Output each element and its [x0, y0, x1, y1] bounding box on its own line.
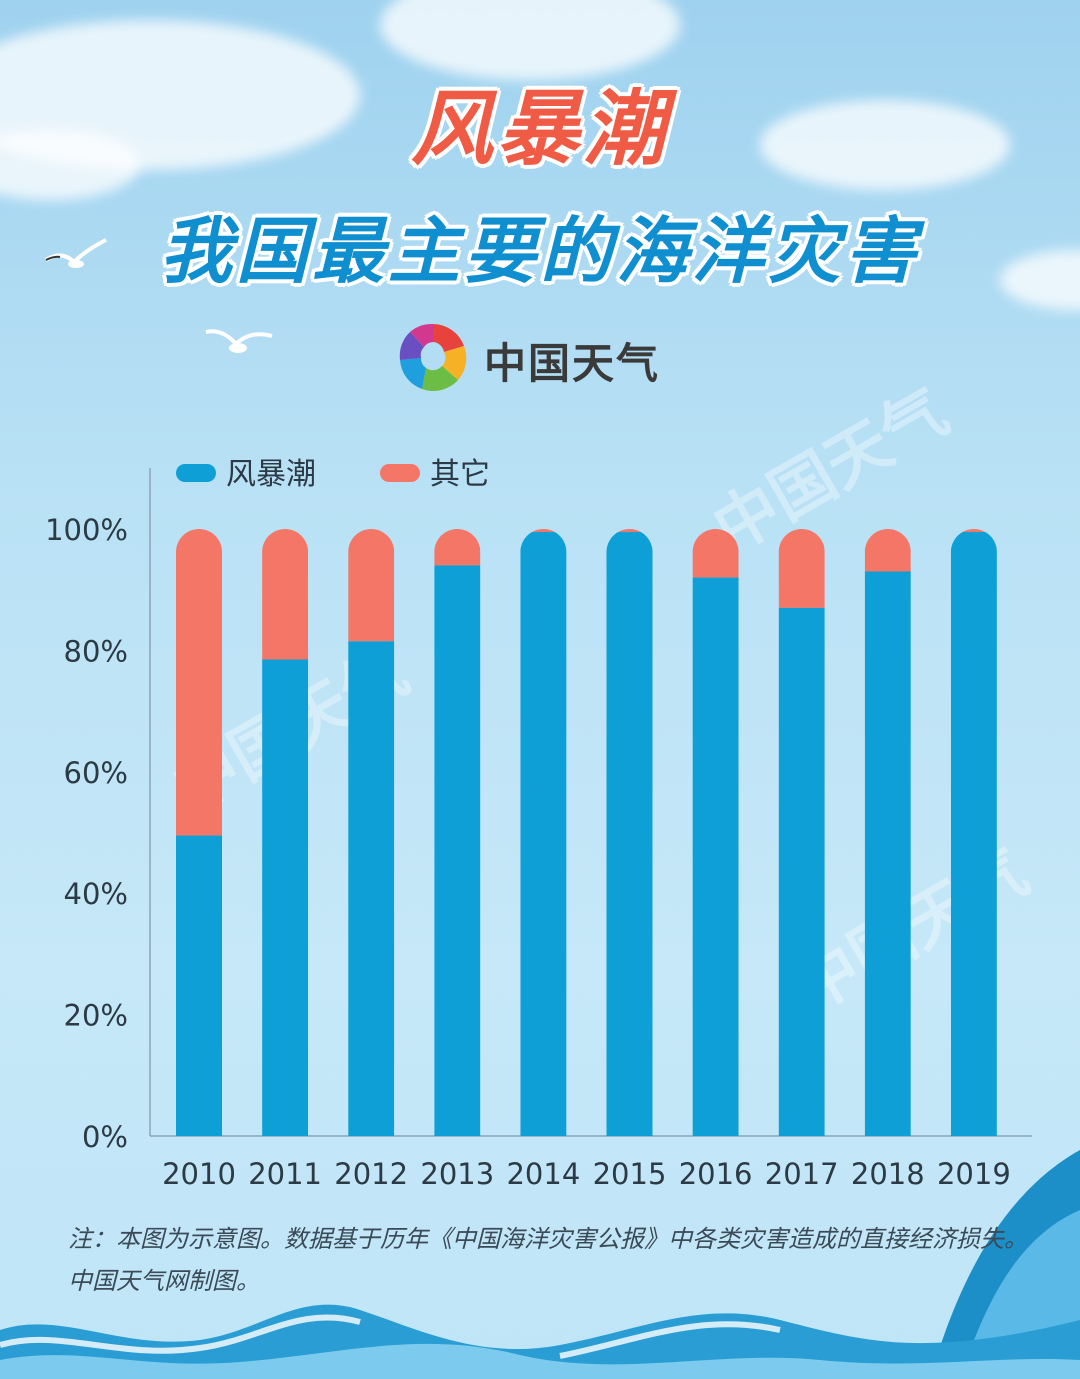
legend-swatch-storm-surge	[176, 464, 216, 482]
bar-other-2015	[606, 529, 653, 533]
x-tick-label: 2012	[334, 1157, 408, 1191]
legend-label: 风暴潮	[226, 457, 316, 492]
bar-other-2019	[950, 529, 997, 533]
bar-other-2018	[864, 529, 911, 572]
bar-storm-surge-2017	[778, 607, 825, 1136]
y-tick-label: 40%	[64, 877, 128, 911]
wave-decoration	[0, 1150, 1080, 1379]
bar-other-2011	[262, 529, 309, 660]
bar-group	[176, 529, 222, 1136]
seagull-icon	[44, 238, 107, 268]
bar-storm-surge-2019	[950, 532, 997, 1136]
y-tick-label: 20%	[64, 999, 128, 1033]
x-tick-label: 2010	[162, 1157, 236, 1191]
legend-label: 其它	[430, 457, 490, 492]
page-title: 风暴潮	[411, 82, 669, 177]
bar-other-2012	[348, 529, 395, 642]
bar-storm-surge-2012	[348, 641, 395, 1136]
bar-storm-surge-2013	[434, 565, 481, 1136]
bar-group	[520, 529, 567, 1136]
x-tick-label: 2015	[593, 1157, 667, 1191]
brand-logo: 中国天气	[392, 316, 682, 398]
bar-other-2016	[692, 529, 739, 578]
bar-group	[262, 529, 309, 1136]
bar-group	[950, 529, 997, 1136]
bar-group	[606, 529, 653, 1136]
bar-storm-surge-2016	[692, 577, 739, 1136]
x-tick-label: 2018	[851, 1157, 925, 1191]
bar-group	[348, 529, 395, 1136]
x-tick-label: 2016	[679, 1157, 753, 1191]
pinwheel-logo-icon	[399, 323, 467, 392]
y-tick-label: 80%	[64, 634, 128, 668]
bar-storm-surge-2015	[606, 532, 653, 1136]
bar-group	[864, 529, 911, 1136]
bar-other-2010	[176, 529, 222, 836]
legend-swatch-other	[380, 464, 420, 482]
y-tick-label: 60%	[64, 756, 128, 790]
footnote: 注：本图为示意图。数据基于历年《中国海洋灾害公报》中各类灾害造成的直接经济损失。…	[68, 1225, 1028, 1295]
x-tick-label: 2014	[506, 1157, 580, 1191]
bar-other-2013	[434, 529, 481, 566]
bar-storm-surge-2011	[262, 659, 309, 1136]
y-tick-label: 0%	[82, 1120, 128, 1154]
x-tick-label: 2017	[765, 1157, 839, 1191]
y-tick-label: 100%	[45, 513, 128, 547]
brand-name: 中国天气	[484, 339, 661, 388]
x-tick-label: 2011	[248, 1157, 322, 1191]
bar-other-2014	[520, 529, 567, 533]
x-tick-label: 2019	[937, 1157, 1011, 1191]
bar-group	[778, 529, 825, 1136]
bar-storm-surge-2018	[864, 571, 911, 1136]
x-tick-label: 2013	[420, 1157, 494, 1191]
bar-storm-surge-2014	[520, 532, 567, 1136]
bar-group	[434, 529, 481, 1136]
page-subtitle: 我国最主要的海洋灾害	[159, 209, 920, 293]
seagull-icon	[205, 329, 273, 353]
bar-group	[692, 529, 739, 1136]
bar-other-2017	[778, 529, 825, 608]
bar-storm-surge-2010	[176, 835, 222, 1136]
